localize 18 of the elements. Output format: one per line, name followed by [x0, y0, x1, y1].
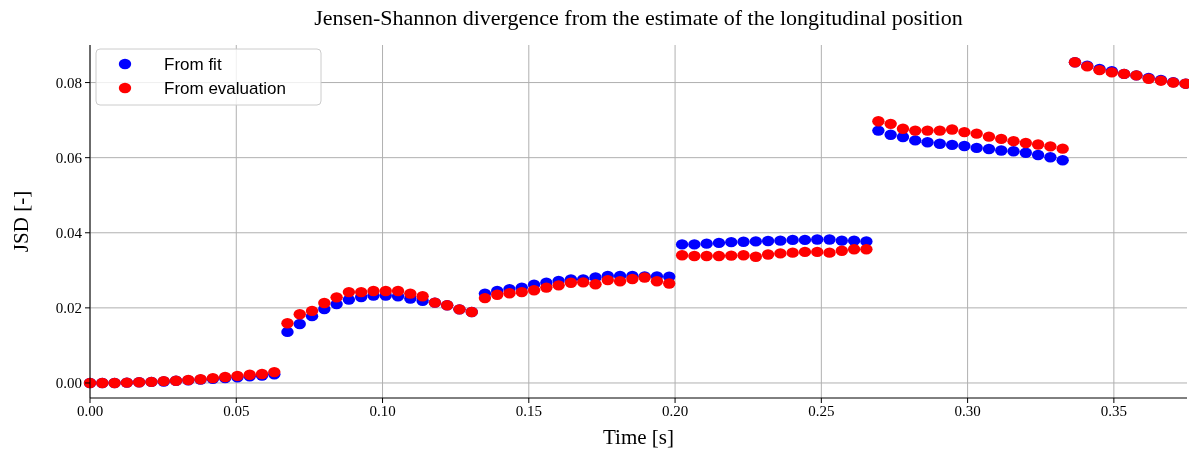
- legend-label: From evaluation: [164, 78, 286, 98]
- legend-label: From fit: [164, 54, 222, 74]
- y-tick-label: 0.02: [55, 300, 82, 317]
- y-tick-label: 0.06: [55, 149, 83, 166]
- x-tick-label: 0.00: [76, 403, 104, 419]
- y-tick-label: 0.08: [55, 74, 82, 91]
- x-tick-label: 0.20: [661, 403, 689, 419]
- x-tick-label: 0.15: [515, 403, 542, 419]
- x-axis-title: Time [s]: [603, 425, 674, 449]
- x-tick-label: 0.25: [808, 403, 835, 419]
- x-tick-label: 0.10: [369, 403, 396, 419]
- x-tick-label: 0.05: [223, 403, 250, 419]
- chart-title: Jensen-Shannon divergence from the estimate of the longitudinal position: [314, 5, 963, 30]
- y-axis-title: JSD [-]: [9, 190, 33, 253]
- x-tick-label: 0.35: [1100, 403, 1127, 419]
- y-tick-label: 0.04: [55, 225, 83, 242]
- y-tick-label: 0.00: [55, 375, 82, 392]
- x-tick-label: 0.30: [954, 403, 981, 419]
